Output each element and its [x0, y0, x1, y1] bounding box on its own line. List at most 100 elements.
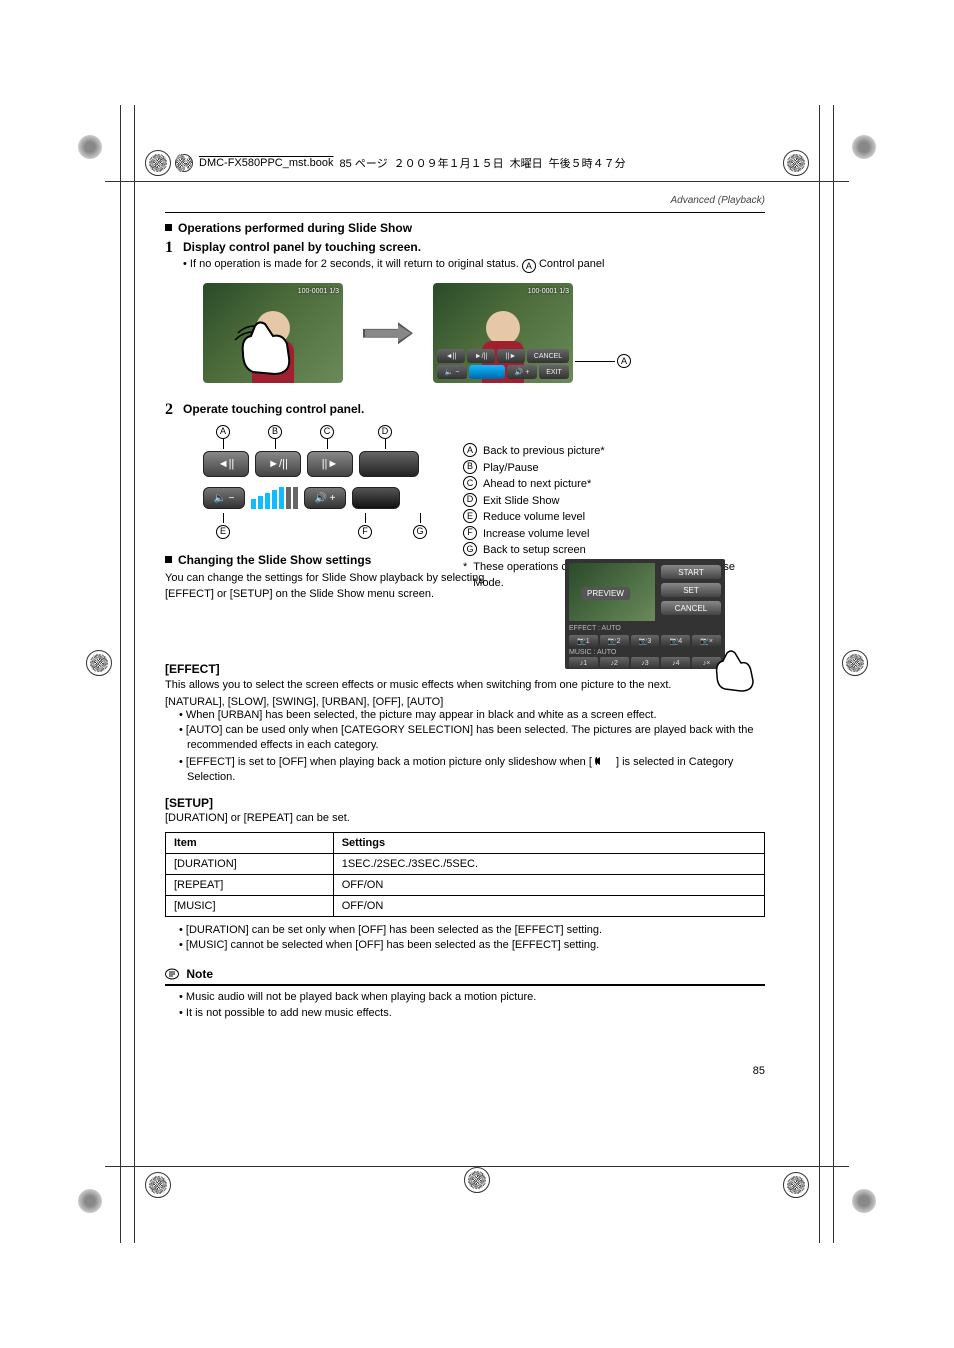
ctrl-volup[interactable]: 🔊 +	[507, 365, 537, 379]
ctrl-voldown[interactable]: 🔈 −	[437, 365, 467, 379]
table-header-item: Item	[166, 832, 334, 853]
crop-blob-tr	[852, 135, 876, 159]
header-datejp: ２００９年１月１５日	[394, 155, 504, 171]
setup-text: [DURATION] or [REPEAT] can be set.	[165, 812, 765, 824]
photo-badge-right: 100-0001 1/3	[528, 287, 569, 296]
control-panel-diagram: A B C D ◄|| ►/|| ||► 🔈 −	[203, 423, 765, 533]
note-icon	[165, 967, 179, 981]
crop-blob-bl	[78, 1189, 102, 1213]
music-1[interactable]: ♪1	[569, 657, 598, 669]
ctrl-back[interactable]: ◄||	[437, 349, 465, 363]
crop-reg-tr	[783, 150, 809, 176]
legend-B: Play/Pause	[483, 460, 539, 477]
step2-text: Operate touching control panel.	[183, 401, 765, 417]
crop-line-top	[105, 181, 849, 182]
legend-D: Exit Slide Show	[483, 493, 559, 510]
crop-reg-tl	[145, 150, 171, 176]
thumb-2[interactable]: 📷2	[600, 635, 629, 647]
crop-reg-bl	[145, 1172, 171, 1198]
crop-line-right	[833, 105, 834, 1243]
preview-set-button[interactable]: SET	[661, 583, 721, 597]
preview-start-button[interactable]: START	[661, 565, 721, 579]
ctrl-play[interactable]: ►/||	[467, 349, 495, 363]
panel-fwd-button[interactable]: ||►	[307, 451, 353, 477]
setup-table: Item Settings [DURATION] 1SEC./2SEC./3SE…	[165, 832, 765, 917]
music-4[interactable]: ♪4	[661, 657, 690, 669]
figure-row-1: 100-0001 1/3 100-0001 1/3	[203, 283, 765, 383]
ctrl-cancel[interactable]: CANCEL	[527, 349, 569, 363]
crop-line-left	[120, 105, 121, 1243]
panel-back-button[interactable]: ◄||	[203, 451, 249, 477]
volume-bars	[251, 487, 298, 509]
setup-bullet-2: [MUSIC] cannot be selected when [OFF] ha…	[179, 938, 765, 953]
step-2-number: 2	[165, 401, 173, 533]
preview-music-strip: ♪1 ♪2 ♪3 ♪4 ♪×	[569, 657, 721, 669]
thumb-1[interactable]: 📷1	[569, 635, 598, 647]
ctrl-fwd[interactable]: ||►	[497, 349, 525, 363]
crop-reg-bottom	[464, 1167, 490, 1193]
music-3[interactable]: ♪3	[631, 657, 660, 669]
page-category: Advanced (Playback)	[165, 195, 765, 206]
section1-title: Operations performed during Slide Show	[165, 221, 765, 235]
crop-blob-tl	[78, 135, 102, 159]
effect-bullet-3: [EFFECT] is set to [OFF] when playing ba…	[179, 754, 765, 786]
label-line-A	[575, 361, 615, 362]
setup-title: [SETUP]	[165, 796, 765, 810]
table-header-settings: Settings	[333, 832, 764, 853]
thumb-4[interactable]: 📷4	[661, 635, 690, 647]
crop-reg-br	[783, 1172, 809, 1198]
legend-A: Back to previous picture*	[483, 443, 605, 460]
control-bar: ◄|| ►/|| ||► CANCEL 🔈 − 🔊 + EXIT	[437, 349, 569, 379]
panel-exit-button[interactable]	[352, 487, 400, 509]
preview-music-line: MUSIC : AUTO	[569, 649, 616, 656]
callout-A: A	[617, 354, 631, 368]
preview-label: PREVIEW	[581, 587, 630, 600]
header-timejp: 午後５時４７分	[549, 155, 626, 171]
crop-blob-br	[852, 1189, 876, 1213]
arrow-right-icon	[363, 322, 413, 344]
step-1-number: 1	[165, 239, 173, 397]
preview-effect-line: EFFECT : AUTO	[569, 625, 621, 632]
thumb-3[interactable]: 📷3	[631, 635, 660, 647]
panel-voldown-button[interactable]: 🔈 −	[203, 487, 245, 509]
panel-cancel-button[interactable]	[359, 451, 419, 477]
setup-bullet-1: [DURATION] can be set only when [OFF] ha…	[179, 923, 765, 938]
crop-line-right2	[819, 105, 820, 1243]
effect-bullet-2: [AUTO] can be used only when [CATEGORY S…	[179, 723, 765, 754]
photo-after: 100-0001 1/3 ◄|| ►/|| ||► CANCEL 🔈 −	[433, 283, 573, 383]
crop-reg-left	[86, 650, 112, 676]
panel-volup-button[interactable]: 🔊 +	[304, 487, 346, 509]
table-row: [MUSIC] OFF/ON	[166, 895, 765, 916]
ctrl-volbar	[469, 365, 505, 379]
effect-bullet-1: When [URBAN] has been selected, the pict…	[179, 708, 765, 723]
preview-cancel-button[interactable]: CANCEL	[661, 601, 721, 615]
source-header: DMC-FX580PPC_mst.book 85 ページ ２００９年１月１５日 …	[175, 154, 626, 172]
crop-line-left2	[134, 105, 135, 1243]
effect-options: [NATURAL], [SLOW], [SWING], [URBAN], [OF…	[165, 696, 765, 708]
step1-note: • If no operation is made for 2 seconds,…	[183, 257, 765, 273]
note-bullet-2: It is not possible to add new music effe…	[179, 1006, 765, 1021]
header-filename: DMC-FX580PPC_mst.book	[199, 157, 334, 169]
legend-F: Increase volume level	[483, 526, 589, 543]
page-number: 85	[165, 1065, 765, 1077]
preview-thumb-strip: 📷1 📷2 📷3 📷4 📷×	[569, 635, 721, 647]
preview-screen: PREVIEW START SET CANCEL EFFECT : AUTO 📷…	[565, 559, 745, 669]
page-content: Advanced (Playback) Operations performed…	[165, 195, 765, 1021]
music-2[interactable]: ♪2	[600, 657, 629, 669]
preview-hand-icon	[709, 647, 757, 695]
photo-before: 100-0001 1/3	[203, 283, 343, 383]
legend-C: Ahead to next picture*	[483, 476, 591, 493]
step1-text: Display control panel by touching screen…	[183, 239, 765, 255]
crop-reg-right	[842, 650, 868, 676]
panel-play-button[interactable]: ►/||	[255, 451, 301, 477]
table-row: [REPEAT] OFF/ON	[166, 874, 765, 895]
section2-text: You can change the settings for Slide Sh…	[165, 571, 535, 602]
legend-E: Reduce volume level	[483, 509, 585, 526]
table-row: [DURATION] 1SEC./2SEC./3SEC./5SEC.	[166, 853, 765, 874]
note-heading: Note	[165, 967, 765, 986]
thumb-off[interactable]: 📷×	[692, 635, 721, 647]
crop-line-bottom	[105, 1166, 849, 1167]
movie-icon	[595, 754, 609, 768]
ctrl-exit[interactable]: EXIT	[539, 365, 569, 379]
effect-text: This allows you to select the screen eff…	[165, 678, 765, 693]
